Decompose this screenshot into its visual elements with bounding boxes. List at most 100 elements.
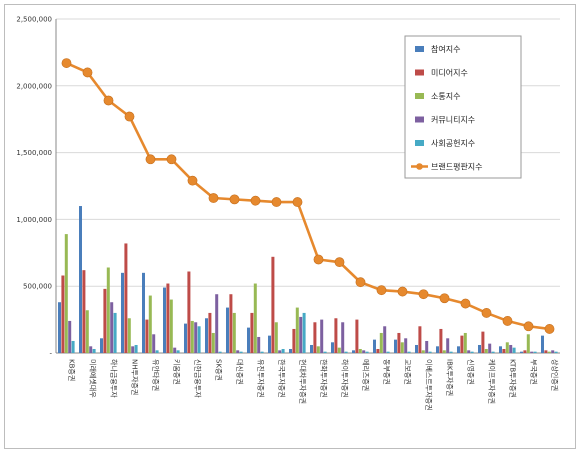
bar bbox=[205, 318, 208, 353]
bar bbox=[268, 335, 271, 353]
bar bbox=[344, 351, 348, 353]
bar bbox=[302, 312, 306, 353]
bar bbox=[407, 351, 411, 353]
line-point bbox=[502, 316, 513, 326]
x-tick-label: KTB투자증권 bbox=[509, 359, 518, 398]
x-tick-label: 미래에셋대우 bbox=[89, 359, 98, 398]
bar bbox=[404, 338, 408, 353]
legend-swatch bbox=[415, 46, 424, 52]
bar bbox=[278, 350, 282, 353]
bar bbox=[148, 295, 152, 353]
bar bbox=[551, 350, 555, 353]
bar bbox=[271, 256, 275, 353]
bar bbox=[166, 283, 170, 353]
bar bbox=[299, 316, 303, 353]
x-tick-label: 유진투자증권 bbox=[257, 359, 266, 398]
legend-label: 참여지수 bbox=[431, 44, 460, 54]
bar bbox=[295, 307, 299, 353]
bar bbox=[509, 344, 513, 353]
bar bbox=[92, 348, 96, 353]
bar bbox=[85, 310, 89, 353]
bar bbox=[484, 348, 488, 353]
bar bbox=[313, 322, 317, 353]
bar bbox=[274, 322, 278, 353]
line-point bbox=[376, 285, 387, 296]
x-tick-label: 신한금융투자 bbox=[194, 359, 203, 398]
line-point bbox=[145, 154, 156, 165]
line-point bbox=[334, 257, 345, 268]
bar bbox=[61, 275, 65, 353]
bar bbox=[470, 351, 474, 353]
bar bbox=[358, 348, 362, 353]
bar bbox=[173, 347, 177, 353]
bar bbox=[310, 344, 313, 353]
y-tick-label: - bbox=[49, 350, 52, 358]
bar bbox=[442, 350, 446, 353]
bar bbox=[463, 332, 467, 353]
x-tick-label: 상상인증권 bbox=[551, 359, 560, 391]
line-point bbox=[544, 324, 555, 334]
bar bbox=[478, 344, 481, 353]
bar bbox=[64, 234, 68, 353]
bar bbox=[247, 327, 250, 353]
bar bbox=[383, 326, 387, 353]
line-point bbox=[82, 67, 93, 78]
bar bbox=[89, 346, 93, 353]
bar bbox=[190, 320, 194, 353]
bar bbox=[386, 351, 390, 353]
bar bbox=[316, 346, 320, 353]
bar bbox=[121, 272, 124, 353]
bar bbox=[533, 351, 537, 353]
bar bbox=[352, 350, 355, 353]
line-point bbox=[208, 193, 219, 203]
bar bbox=[323, 351, 327, 353]
x-tick-label: 메리츠증권 bbox=[362, 359, 371, 391]
line-point bbox=[523, 321, 534, 332]
y-tick-label: 500,000 bbox=[23, 283, 52, 291]
bar bbox=[526, 334, 530, 353]
bar bbox=[449, 351, 453, 353]
bar bbox=[337, 347, 341, 353]
bar bbox=[436, 346, 439, 353]
bar bbox=[415, 344, 418, 353]
line-point bbox=[166, 154, 177, 165]
legend-label: 브랜드평판지수 bbox=[431, 162, 483, 172]
x-tick-label: KB증권 bbox=[68, 359, 76, 381]
bar bbox=[488, 343, 492, 353]
x-tick-label: 대신증권 bbox=[236, 359, 245, 385]
bar bbox=[425, 340, 429, 353]
line-point bbox=[313, 254, 324, 265]
line-point bbox=[397, 286, 408, 297]
line-point bbox=[229, 194, 240, 205]
line-point bbox=[460, 298, 471, 309]
bar bbox=[397, 332, 401, 353]
bar bbox=[554, 351, 558, 353]
bar bbox=[394, 339, 397, 353]
bar bbox=[71, 340, 75, 353]
y-tick-label: 2,500,000 bbox=[16, 16, 52, 24]
bar bbox=[446, 338, 450, 353]
bar bbox=[253, 283, 257, 353]
bar bbox=[194, 322, 198, 353]
legend-marker bbox=[416, 163, 423, 170]
bar bbox=[365, 351, 369, 353]
bar bbox=[257, 336, 261, 353]
bar bbox=[82, 270, 86, 353]
line-point bbox=[103, 95, 114, 106]
bar bbox=[103, 288, 107, 353]
legend-swatch bbox=[415, 116, 424, 123]
bar bbox=[505, 342, 509, 353]
bar bbox=[418, 326, 422, 353]
bar bbox=[145, 319, 149, 353]
bar bbox=[428, 351, 432, 353]
bar bbox=[110, 302, 114, 353]
x-tick-label: 신영증권 bbox=[467, 359, 476, 385]
bar bbox=[331, 342, 334, 353]
legend-label: 미디어지수 bbox=[431, 68, 468, 78]
bar bbox=[481, 331, 485, 353]
line-point bbox=[61, 58, 72, 68]
x-tick-label: 하나금융투자 bbox=[110, 359, 119, 398]
bar bbox=[260, 351, 264, 353]
bar bbox=[68, 320, 72, 353]
